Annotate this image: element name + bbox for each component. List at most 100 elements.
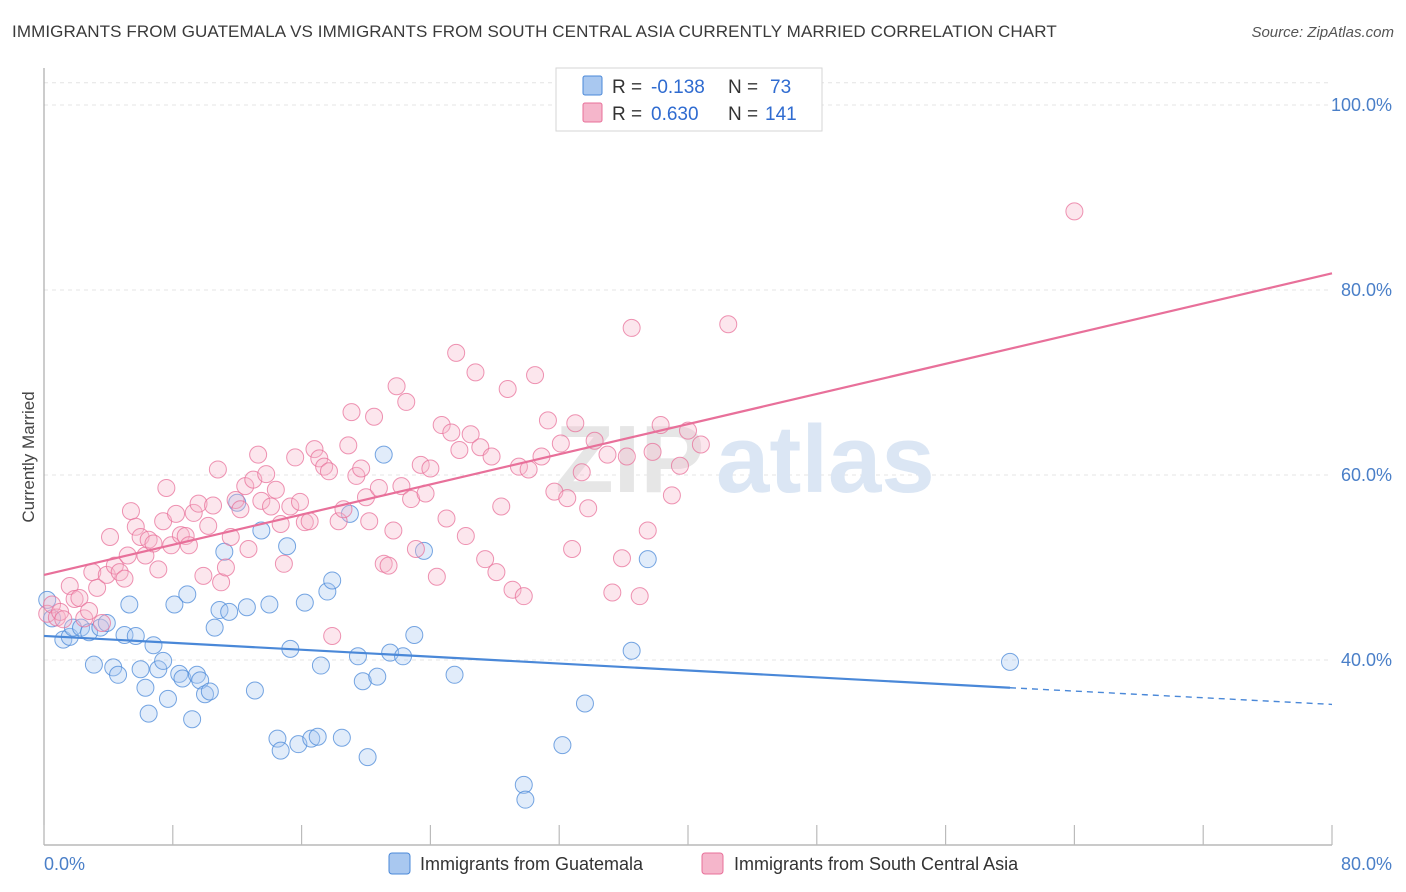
y-axis-label: Currently Married (19, 391, 38, 522)
watermark-zip: ZIP (555, 406, 704, 513)
point-guatemala (271, 741, 290, 760)
point-guatemala (358, 748, 377, 767)
point-south-central-asia (54, 610, 73, 629)
point-guatemala (165, 595, 184, 614)
x-tick-label-max: 80.0% (1341, 854, 1392, 874)
point-south-central-asia (411, 455, 430, 474)
point-south-central-asia (679, 421, 697, 440)
series-legend: Immigrants from Guatemala Immigrants fro… (388, 852, 1019, 875)
source-label: Source: ZipAtlas.com (1251, 24, 1394, 41)
point-south-central-asia (482, 447, 501, 466)
point-south-central-asia (88, 578, 107, 597)
point-guatemala (237, 598, 256, 617)
point-south-central-asia (551, 434, 570, 453)
point-guatemala (196, 685, 214, 704)
point-guatemala (80, 623, 99, 642)
point-guatemala (1001, 652, 1019, 671)
point-south-central-asia (115, 569, 134, 588)
point-south-central-asia (274, 554, 293, 573)
point-guatemala (278, 537, 297, 556)
point-south-central-asia (427, 567, 446, 586)
legend-n-value-1: 73 (770, 77, 791, 98)
point-guatemala (149, 660, 168, 679)
point-guatemala (173, 669, 192, 688)
trend-lines (43, 272, 1333, 706)
point-south-central-asia (598, 445, 617, 464)
point-south-central-asia (379, 556, 398, 575)
point-guatemala (445, 665, 464, 684)
legend-r-value-1: -0.138 (651, 77, 705, 98)
point-south-central-asia (719, 315, 738, 334)
point-south-central-asia (612, 549, 631, 568)
legend-swatch-pink (582, 102, 603, 123)
point-south-central-asia (638, 521, 657, 540)
point-south-central-asia (538, 411, 557, 430)
point-south-central-asia (450, 441, 469, 460)
point-south-central-asia (80, 601, 99, 620)
point-guatemala (187, 665, 206, 684)
point-south-central-asia (670, 456, 689, 475)
point-south-central-asia (384, 521, 403, 540)
point-guatemala (348, 647, 367, 666)
point-south-central-asia (300, 512, 319, 531)
point-guatemala (260, 595, 279, 614)
point-guatemala (84, 655, 103, 674)
data-points (38, 202, 1084, 809)
point-guatemala (205, 618, 224, 637)
point-guatemala (245, 681, 264, 700)
point-south-central-asia (281, 497, 300, 516)
point-south-central-asia (572, 463, 591, 482)
point-guatemala (318, 582, 337, 601)
point-guatemala (374, 445, 393, 464)
legend-swatch-blue (582, 75, 603, 96)
point-south-central-asia (643, 442, 662, 461)
legend-n-value-2: 141 (765, 104, 797, 125)
point-south-central-asia (121, 502, 140, 521)
point-south-central-asia (432, 416, 451, 435)
y-tick-label: 80.0% (1341, 280, 1392, 300)
point-south-central-asia (329, 512, 348, 531)
point-south-central-asia (323, 626, 342, 645)
point-guatemala (340, 504, 359, 523)
point-south-central-asia (262, 497, 281, 516)
point-guatemala (516, 790, 535, 809)
point-south-central-asia (461, 425, 480, 444)
point-south-central-asia (622, 318, 641, 337)
point-south-central-asia (199, 516, 218, 535)
point-south-central-asia (476, 550, 495, 569)
point-guatemala (302, 729, 321, 748)
point-south-central-asia (365, 407, 384, 426)
chart-title: IMMIGRANTS FROM GUATEMALA VS IMMIGRANTS … (12, 22, 1057, 41)
point-south-central-asia (342, 403, 361, 422)
series-legend-swatch-south-central-asia (701, 852, 724, 875)
grid-lines (44, 82, 1332, 661)
point-guatemala (154, 651, 173, 670)
point-south-central-asia (447, 343, 466, 362)
point-south-central-asia (286, 448, 305, 467)
trend-line-guatemala (43, 634, 1011, 689)
point-south-central-asia (579, 499, 598, 518)
point-south-central-asia (157, 478, 176, 497)
point-guatemala (109, 665, 128, 684)
point-south-central-asia (466, 363, 485, 382)
point-guatemala (97, 614, 116, 632)
point-south-central-asia (514, 587, 533, 606)
point-guatemala (332, 728, 351, 747)
point-guatemala (622, 641, 641, 660)
point-south-central-asia (558, 489, 577, 508)
y-tick-label: 100.0% (1331, 95, 1392, 115)
point-south-central-asia (503, 580, 522, 599)
point-south-central-asia (167, 504, 186, 523)
point-south-central-asia (204, 496, 223, 515)
point-south-central-asia (126, 517, 145, 536)
point-south-central-asia (92, 614, 111, 632)
point-south-central-asia (70, 589, 89, 608)
point-guatemala (178, 585, 197, 604)
point-guatemala (311, 656, 330, 675)
point-guatemala (268, 729, 287, 748)
point-south-central-asia (216, 558, 235, 577)
point-south-central-asia (563, 540, 582, 558)
point-south-central-asia (189, 494, 208, 513)
point-south-central-asia (252, 491, 271, 510)
point-south-central-asia (662, 486, 681, 505)
